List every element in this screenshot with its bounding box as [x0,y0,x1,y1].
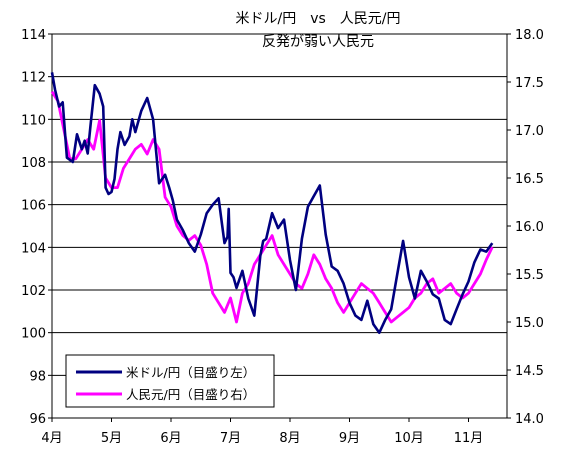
usd-jpy-line [50,72,494,335]
left-tick-label: 110 [21,113,46,128]
right-tick-label: 15.5 [515,268,544,283]
left-tick-label: 98 [29,369,46,384]
x-tick-label: 5月 [101,431,122,446]
legend-box [65,354,275,408]
left-tick-label: 108 [21,156,46,171]
chart-title: 米ドル/円 vs 人民元/円 [235,11,400,27]
left-tick-label: 106 [21,199,46,214]
right-tick-label: 17.0 [515,124,544,139]
legend-label-usd: 米ドル/円（目盛り左） [126,365,255,380]
x-tick-label: 10月 [394,431,424,446]
left-tick-label: 96 [29,412,46,427]
right-tick-label: 15.0 [515,316,544,331]
x-tick-label: 4月 [41,431,62,446]
right-tick-label: 16.5 [515,172,544,187]
left-tick-label: 104 [21,241,46,256]
right-axis: 14.0 14.5 15.0 15.5 16.0 16.5 17.0 17.5 18.0 [507,28,544,427]
x-tick-label: 9月 [339,431,360,446]
left-axis: 96 98 100 102 104 106 108 110 112 114 [21,28,52,427]
right-tick-label: 14.5 [515,364,544,379]
right-tick-label: 17.5 [515,76,544,91]
x-tick-label: 8月 [279,431,300,446]
legend-label-cny: 人民元/円（目盛り右） [126,387,255,402]
x-tick-label: 6月 [160,431,181,446]
right-tick-label: 18.0 [515,28,544,43]
legend: 米ドル/円（目盛り左） 人民元/円（目盛り右） [65,354,275,408]
x-axis: 4月 5月 6月 7月 8月 9月 10月 11月 [41,418,483,446]
right-tick-label: 16.0 [515,220,544,235]
left-tick-label: 114 [21,28,46,43]
right-tick-label: 14.0 [515,412,544,427]
left-tick-label: 102 [21,284,46,299]
cny-jpy-line [50,90,494,324]
series-group [50,72,494,335]
left-tick-label: 100 [21,327,46,342]
x-tick-label: 11月 [454,431,484,446]
chart-subtitle: 反発が弱い人民元 [262,34,374,50]
left-tick-label: 112 [21,71,46,86]
x-tick-label: 7月 [220,431,241,446]
